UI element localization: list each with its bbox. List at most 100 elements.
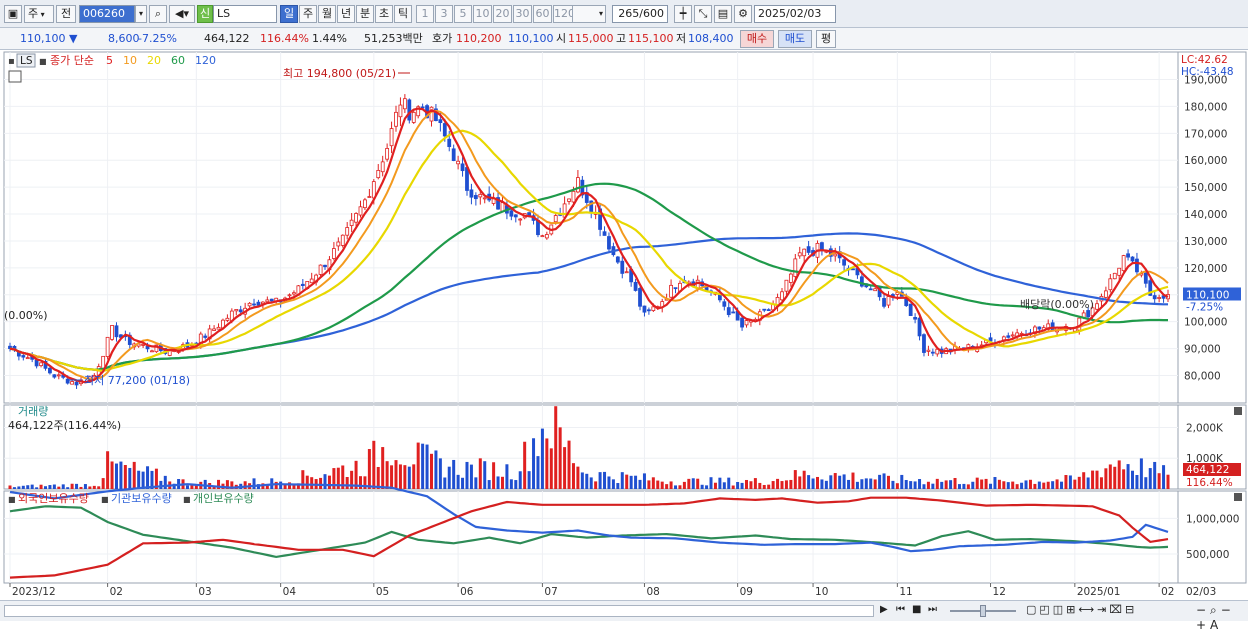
candle-body: [34, 359, 39, 367]
candle-body: [48, 367, 52, 374]
chart-scrollbar[interactable]: ▶ ⏮ ■ ⏭ ▢◰◫⊞⟷⇥⌧⊟ −⌕−+A: [0, 600, 1248, 632]
volume-bar: [527, 471, 531, 489]
candle-body: [926, 349, 931, 352]
interval-button[interactable]: 5: [454, 5, 472, 23]
candle-icon[interactable]: ┿: [674, 5, 692, 23]
axis-frame: [1177, 490, 1247, 584]
save-icon[interactable]: ▤: [714, 5, 732, 23]
timeframe-button[interactable]: 일: [280, 5, 298, 23]
volume-bar: [354, 460, 358, 489]
candle-body: [385, 148, 390, 160]
candle-body: [154, 344, 159, 353]
volume-bar: [913, 481, 917, 489]
candle-body: [1117, 267, 1122, 276]
gear-icon[interactable]: ⚙: [734, 5, 752, 23]
timeframe-button[interactable]: 월: [318, 5, 336, 23]
candle-body: [784, 279, 789, 292]
interval-button[interactable]: 120: [553, 5, 575, 23]
volume-bar: [412, 464, 416, 489]
timeframe-button[interactable]: 년: [337, 5, 355, 23]
scroll-right-icon[interactable]: ▶: [880, 604, 888, 615]
draw-icon[interactable]: ⤡: [694, 5, 712, 23]
candle-body: [150, 350, 154, 353]
candle-body: [434, 108, 438, 122]
volume-bar: [1113, 466, 1117, 489]
candle-body: [39, 362, 43, 367]
high-label: 고: [616, 32, 627, 45]
volume-bar: [740, 482, 744, 489]
stock-chart[interactable]: 190,000 180,000 170,000 160,000 150,000 140,0…: [0, 50, 1248, 600]
count-field[interactable]: 265/600: [612, 5, 668, 23]
zoom-slider-handle[interactable]: [980, 605, 986, 617]
zoom-controls[interactable]: −⌕−+A: [1196, 603, 1235, 632]
legend-title: 종가 단순: [50, 54, 94, 67]
volume-bar: [869, 478, 873, 489]
scroll-track[interactable]: [4, 605, 874, 617]
volume-bar: [620, 472, 624, 489]
interval-button[interactable]: 3: [435, 5, 453, 23]
volume-bar: [909, 481, 913, 489]
volume-bar: [1157, 473, 1161, 489]
ma20-line: [9, 129, 1169, 372]
interval-button[interactable]: 1: [416, 5, 434, 23]
volume-bar: [110, 461, 114, 489]
volume-tick-label: 1,000K: [1186, 453, 1224, 465]
interval-button[interactable]: 10: [473, 5, 492, 23]
volume-bar: [83, 484, 87, 489]
volume-bar: [842, 474, 846, 489]
bid-price: 110,100: [508, 32, 554, 45]
volume-bar: [43, 486, 47, 489]
timeframe-button[interactable]: 틱: [394, 5, 412, 23]
candle-body: [500, 202, 505, 212]
volume-bar: [607, 476, 611, 489]
volume-bar: [1073, 479, 1077, 489]
date-field[interactable]: 2025/02/03: [754, 5, 836, 23]
price-tick-label: 90,000: [1184, 344, 1221, 356]
window-icon[interactable]: ▣: [4, 5, 22, 23]
volume-bar: [319, 477, 323, 489]
ma60-line: [9, 182, 1168, 371]
stock-code-input[interactable]: 006260: [79, 5, 135, 23]
stop-icon[interactable]: ■: [912, 604, 922, 615]
rewind-icon[interactable]: ⏮: [896, 604, 905, 615]
speaker-icon[interactable]: ◀▾: [169, 5, 195, 23]
period-dropdown[interactable]: 주 ▾: [24, 5, 54, 23]
candle-body: [802, 248, 807, 257]
volume-bar: [1064, 475, 1068, 489]
timeframe-button[interactable]: 분: [356, 5, 374, 23]
volume-bar: [1042, 482, 1046, 489]
volume-bar: [571, 463, 575, 489]
hc-label: HC:-43.48: [1181, 66, 1234, 78]
volume-bar: [452, 459, 456, 489]
ma-legend-label: 5: [106, 54, 113, 67]
volume-bar: [323, 474, 327, 489]
buy-button[interactable]: 매수: [740, 30, 774, 48]
forward-icon[interactable]: ⏭: [928, 604, 937, 615]
volume-bar: [217, 479, 221, 489]
volume-bar: [1162, 465, 1166, 489]
view-tool-icons[interactable]: ▢◰◫⊞⟷⇥⌧⊟: [1026, 603, 1138, 616]
eval-button[interactable]: 평: [816, 30, 836, 48]
stock-name-field[interactable]: LS: [213, 5, 277, 23]
timeframe-button[interactable]: 초: [375, 5, 393, 23]
volume-bar: [669, 481, 673, 489]
interval-dropdown[interactable]: ▾: [572, 5, 606, 23]
volume-bar: [1117, 460, 1121, 489]
volume-bar: [1122, 469, 1126, 489]
interval-button[interactable]: 30: [513, 5, 532, 23]
volume-bar: [545, 438, 549, 489]
volume-bar: [891, 480, 895, 489]
timeframe-button[interactable]: 주: [299, 5, 317, 23]
volume-bar: [815, 476, 819, 489]
candle-body: [1143, 272, 1148, 284]
interval-button[interactable]: 60: [533, 5, 552, 23]
candle-body: [234, 309, 239, 312]
candle-body: [908, 303, 913, 316]
sell-button[interactable]: 매도: [778, 30, 812, 48]
interval-button[interactable]: 20: [493, 5, 512, 23]
volume-bar: [718, 477, 722, 489]
volume-bar: [367, 449, 371, 489]
search-icon[interactable]: ⌕: [149, 5, 167, 23]
code-dropdown-icon[interactable]: ▾: [135, 5, 147, 23]
prev-button[interactable]: 전: [56, 5, 76, 23]
